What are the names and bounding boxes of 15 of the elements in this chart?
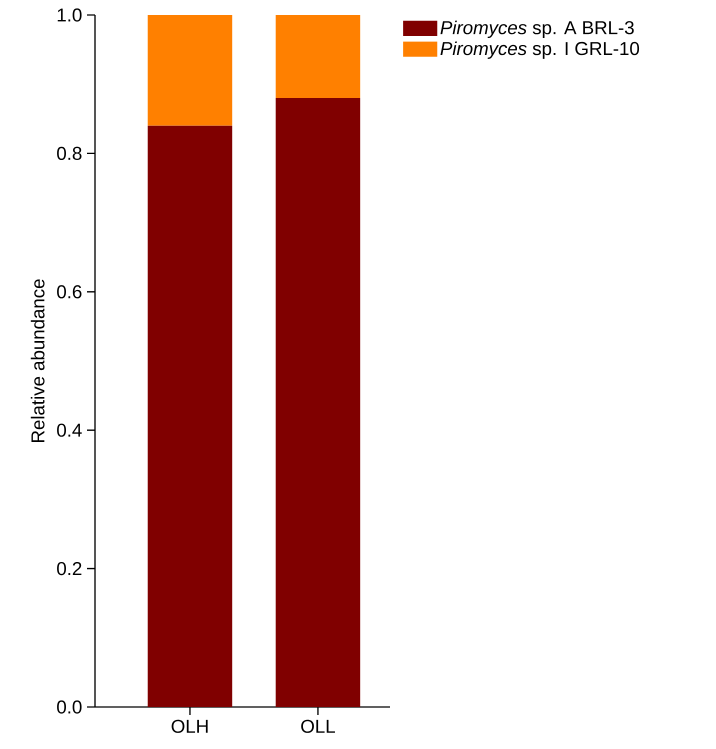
y-tick-label: 1.0 xyxy=(58,8,82,22)
y-tick-label: 0.8 xyxy=(57,146,82,160)
bar xyxy=(148,15,232,126)
y-tick-label: 0.2 xyxy=(57,562,82,576)
x-tick-label: OLH xyxy=(172,720,208,733)
bar xyxy=(276,98,360,707)
bar xyxy=(276,15,360,98)
y-tick-label: 0.6 xyxy=(57,285,82,298)
bar xyxy=(148,126,232,707)
y-tick-label: 0.4 xyxy=(57,424,82,437)
x-tick-label: OLL xyxy=(301,720,335,733)
y-tick-label: 0.0 xyxy=(57,700,82,714)
legend-label: Piromyces sp. A BRL-3 xyxy=(440,20,634,38)
legend-label: Piromyces sp. I GRL-10 xyxy=(440,41,640,59)
y-axis-title: Relative abundance xyxy=(30,279,45,442)
